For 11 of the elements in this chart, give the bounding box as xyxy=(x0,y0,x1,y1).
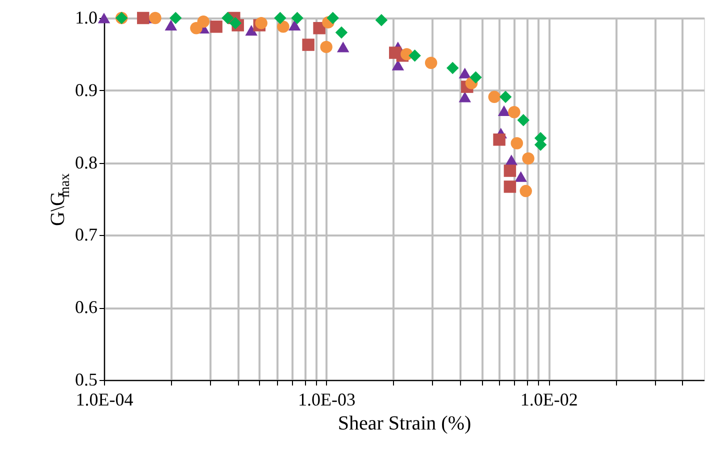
y-tick-label: 0.6 xyxy=(75,297,98,318)
y-tick-label: 0.9 xyxy=(75,80,98,100)
x-tick-label: 1.0E-04 xyxy=(76,390,134,410)
x-tick-label: 1.0E-02 xyxy=(520,390,578,410)
y-axis-title: G\Gmax xyxy=(47,173,73,226)
x-axis-title: Shear Strain (%) xyxy=(338,412,472,434)
y-tick-label: 1.0 xyxy=(75,8,98,28)
y-tick-label: 0.5 xyxy=(75,370,98,390)
y-tick-label: 0.8 xyxy=(75,152,98,172)
x-tick-label: 1.0E-03 xyxy=(298,390,356,410)
y-tick-label: 0.7 xyxy=(75,224,98,245)
